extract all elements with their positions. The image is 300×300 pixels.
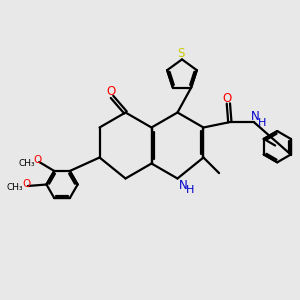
- Text: H: H: [186, 185, 195, 195]
- Text: CH₃: CH₃: [7, 183, 24, 192]
- Text: N: N: [179, 178, 188, 192]
- Text: O: O: [222, 92, 232, 105]
- Text: N: N: [251, 110, 260, 123]
- Text: O: O: [22, 179, 31, 189]
- Text: CH₃: CH₃: [18, 159, 35, 168]
- Text: O: O: [106, 85, 115, 98]
- Text: S: S: [178, 47, 185, 60]
- Text: H: H: [258, 118, 266, 128]
- Text: O: O: [34, 155, 42, 165]
